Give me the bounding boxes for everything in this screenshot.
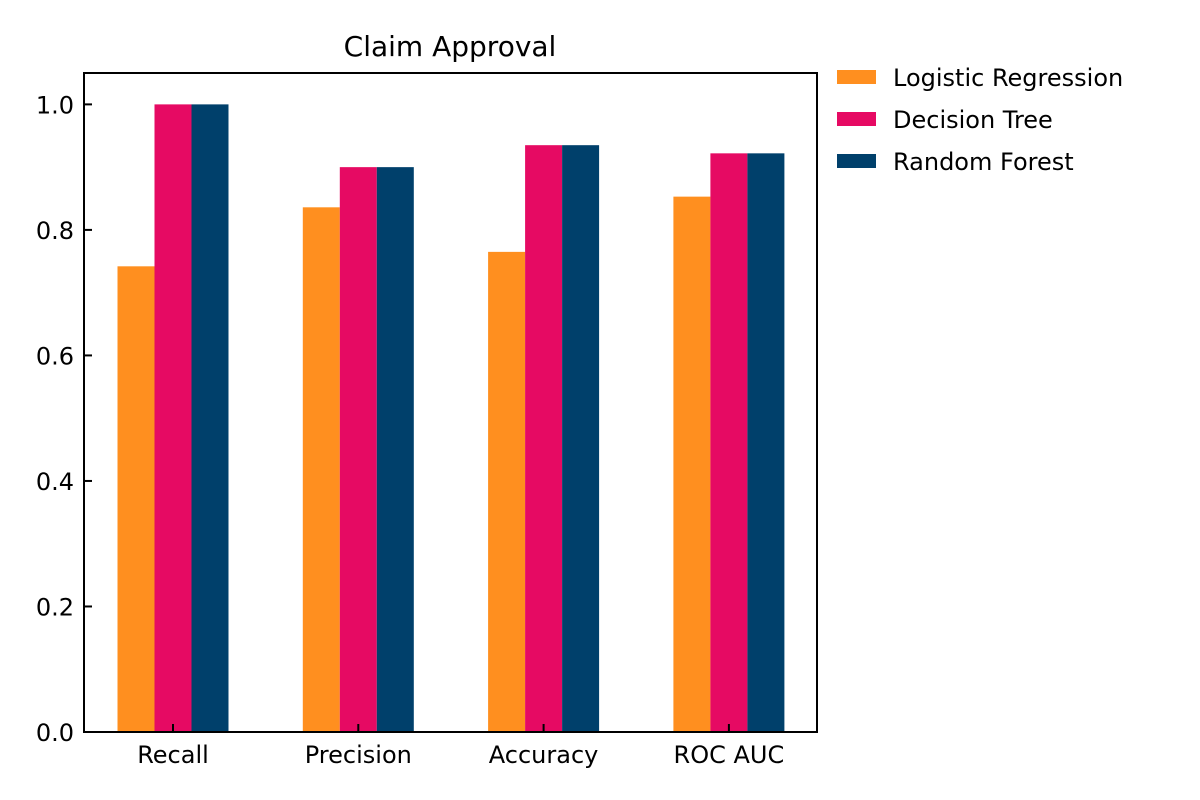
bar — [302, 207, 340, 732]
bar — [117, 266, 155, 732]
legend-entry: Random Forest — [837, 148, 1074, 176]
bar — [339, 167, 377, 732]
y-tick-label: 0.0 — [36, 719, 74, 747]
series-decision-tree — [154, 104, 748, 733]
legend-swatch — [837, 70, 876, 84]
y-tick-label: 0.6 — [36, 342, 74, 370]
legend-entry: Decision Tree — [837, 106, 1053, 134]
legend-label: Logistic Regression — [893, 64, 1123, 92]
x-tick-label: Recall — [137, 741, 209, 769]
bar — [562, 145, 600, 732]
series-random-forest — [191, 104, 785, 733]
bar — [376, 167, 414, 732]
bar — [710, 153, 748, 733]
bars-layer — [117, 104, 785, 733]
y-tick-label: 0.4 — [36, 468, 74, 496]
bar — [673, 196, 711, 732]
y-tick-label: 0.8 — [36, 217, 74, 245]
bar — [525, 145, 563, 732]
legend-label: Random Forest — [893, 148, 1074, 176]
legend-swatch — [837, 154, 876, 168]
chart-title: Claim Approval — [344, 30, 557, 63]
x-tick-label: ROC AUC — [674, 741, 785, 769]
y-tick-label: 1.0 — [36, 91, 74, 119]
legend: Logistic Regression Decision Tree Random F… — [837, 64, 1123, 176]
plot-frame — [83, 72, 818, 733]
x-tick-label: Precision — [305, 741, 412, 769]
series-logistic-regression — [117, 196, 711, 732]
y-tick-label: 0.2 — [36, 593, 74, 621]
bar — [191, 104, 229, 732]
axes-layer: 0.0 0.2 0.4 0.6 0.8 1.0 Recall Precision Accurac… — [36, 72, 818, 769]
bar — [154, 104, 192, 732]
x-tick-label: Accuracy — [489, 741, 599, 769]
bar — [747, 153, 785, 733]
legend-swatch — [837, 112, 876, 126]
bar — [488, 251, 526, 732]
legend-label: Decision Tree — [893, 106, 1053, 134]
legend-entry: Logistic Regression — [837, 64, 1123, 92]
